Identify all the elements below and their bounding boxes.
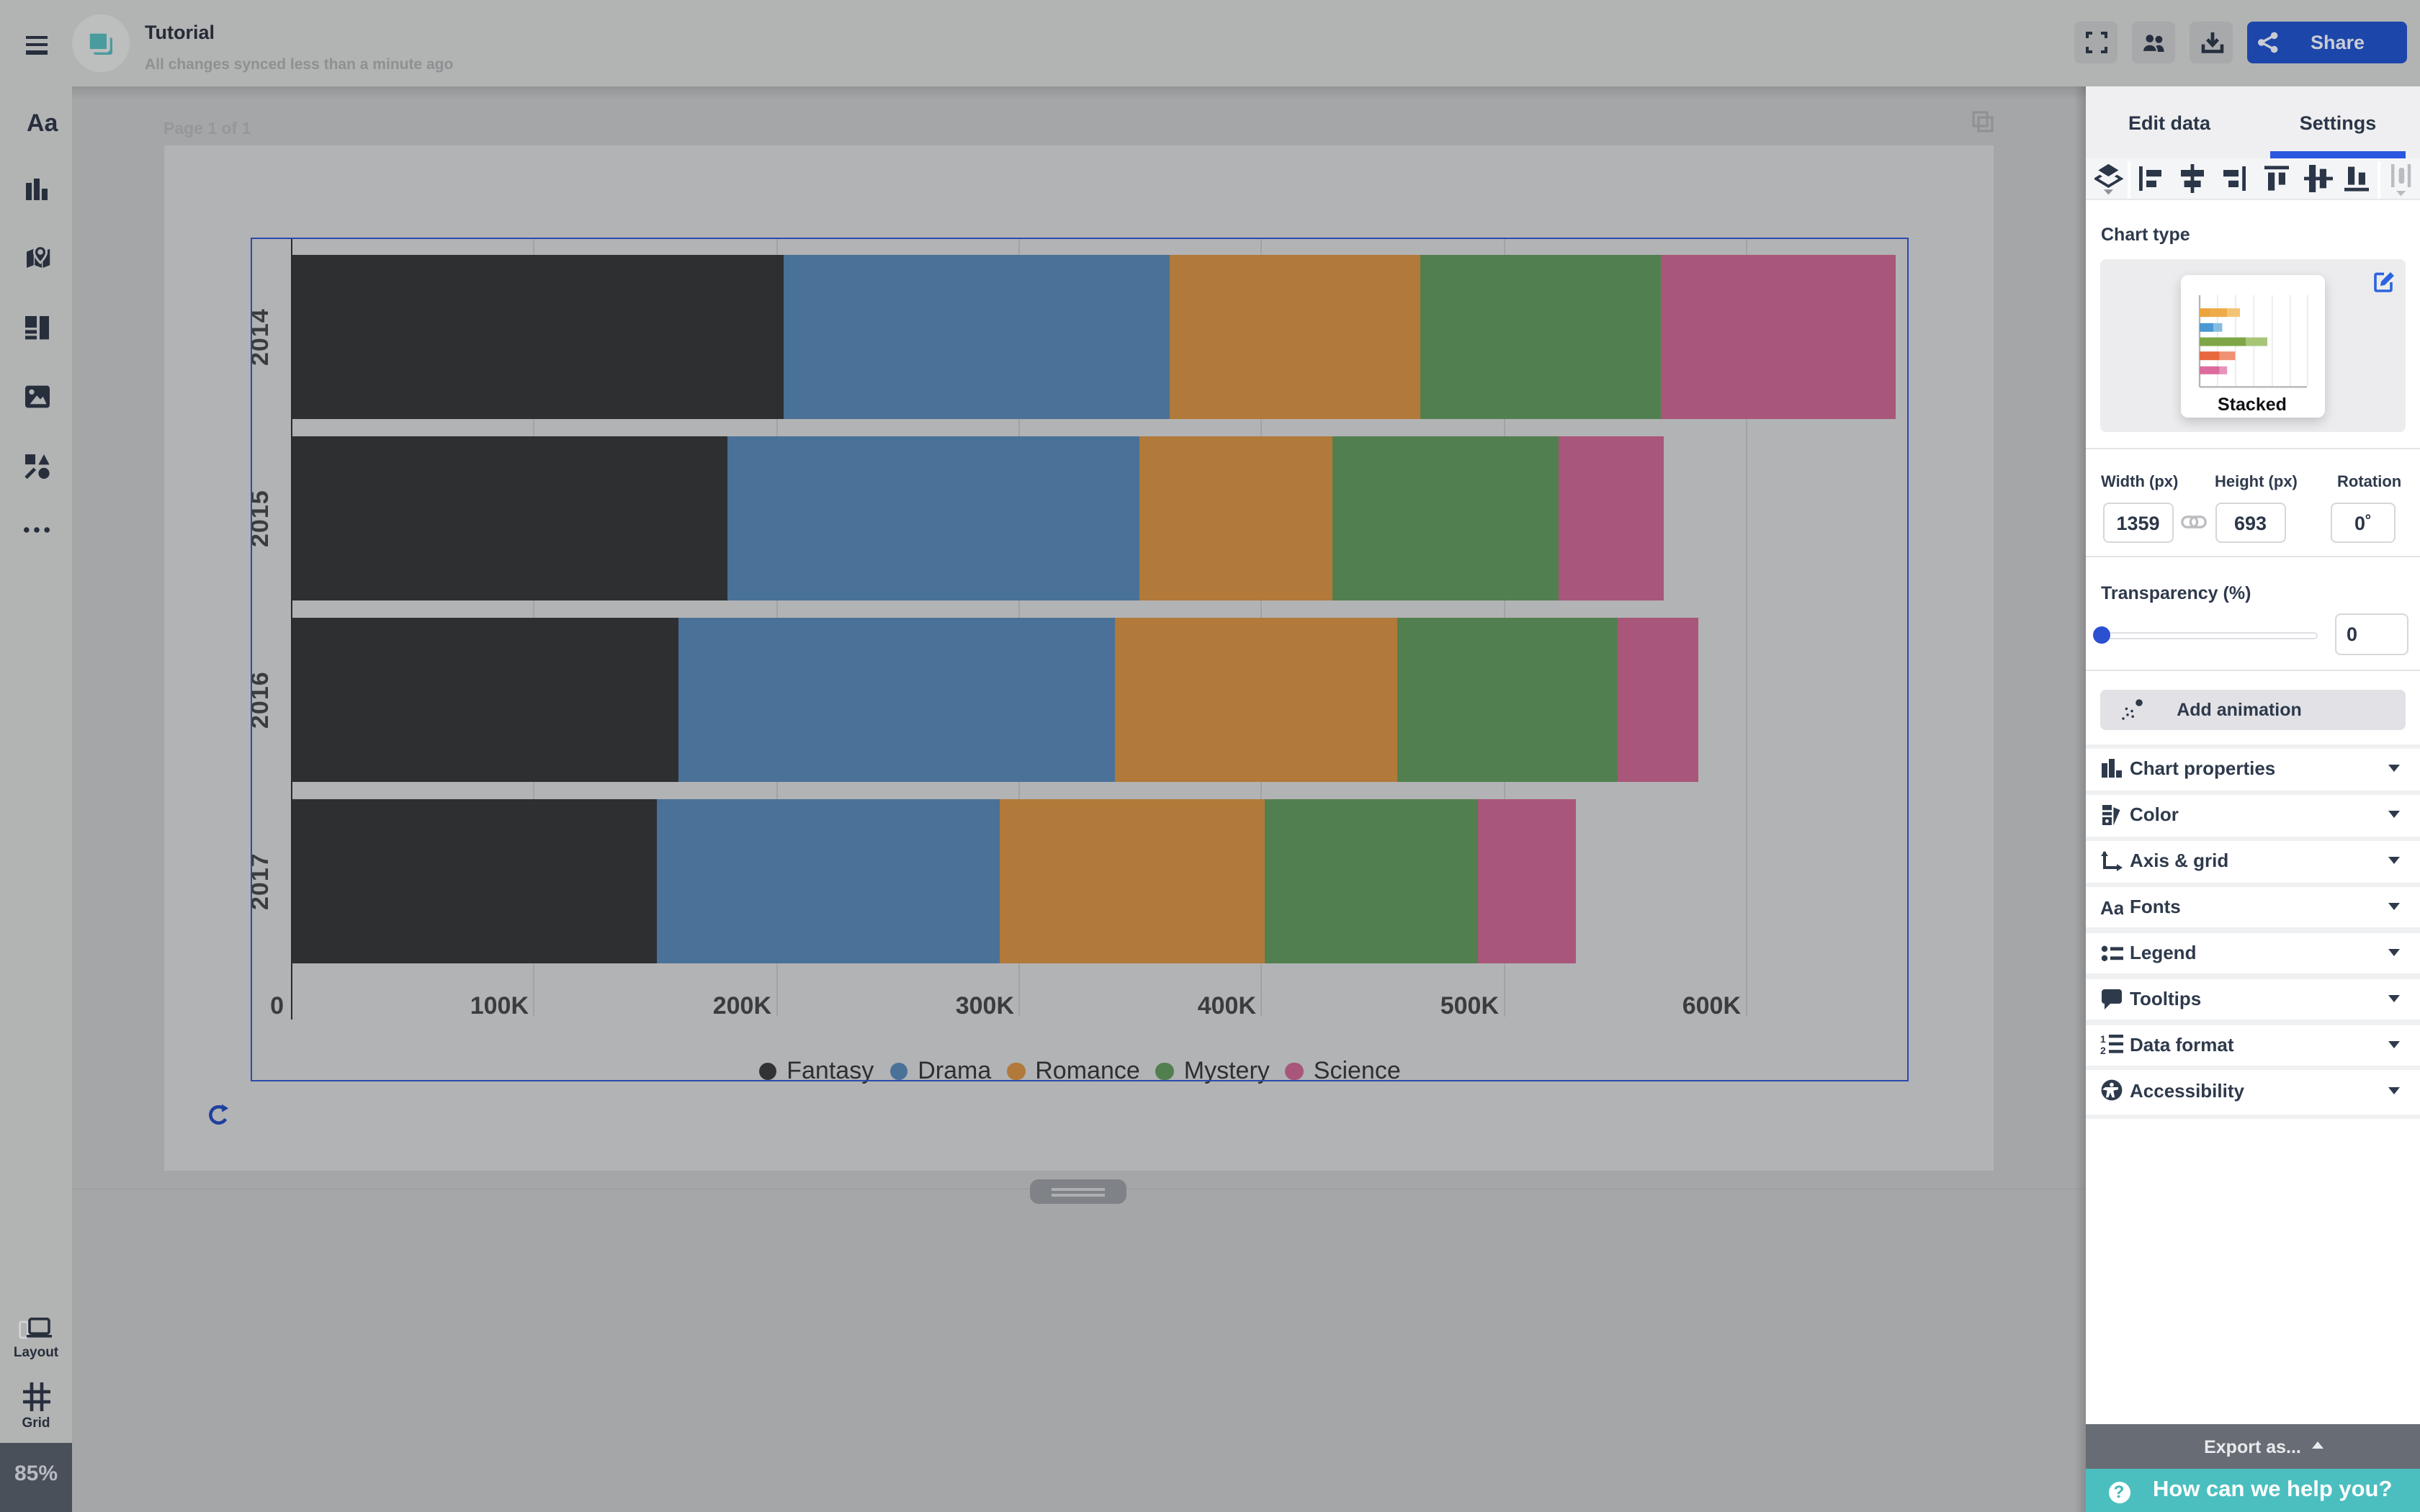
svg-text:1: 1 bbox=[2099, 1034, 2105, 1045]
svg-text:2: 2 bbox=[2099, 1045, 2105, 1056]
svg-text:Aa: Aa bbox=[2099, 896, 2123, 918]
